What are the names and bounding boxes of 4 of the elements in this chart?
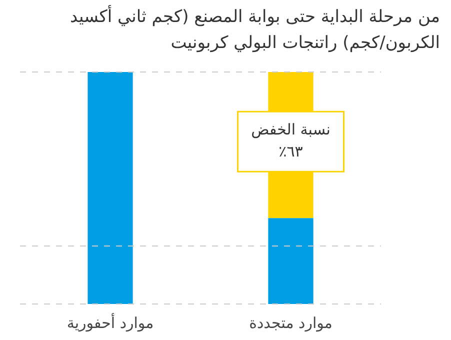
annotation: نسبة الخفض ٦٣٪ <box>251 120 330 160</box>
x-tick-label: موارد أحفورية <box>66 312 154 332</box>
x-tick-label: موارد متجددة <box>249 314 332 332</box>
chart-title: من مرحلة البداية حتى بوابة المصنع (كجم ثاني أكسيد الكربون/كجم) راتنجات البولي كربونيت <box>69 4 440 55</box>
